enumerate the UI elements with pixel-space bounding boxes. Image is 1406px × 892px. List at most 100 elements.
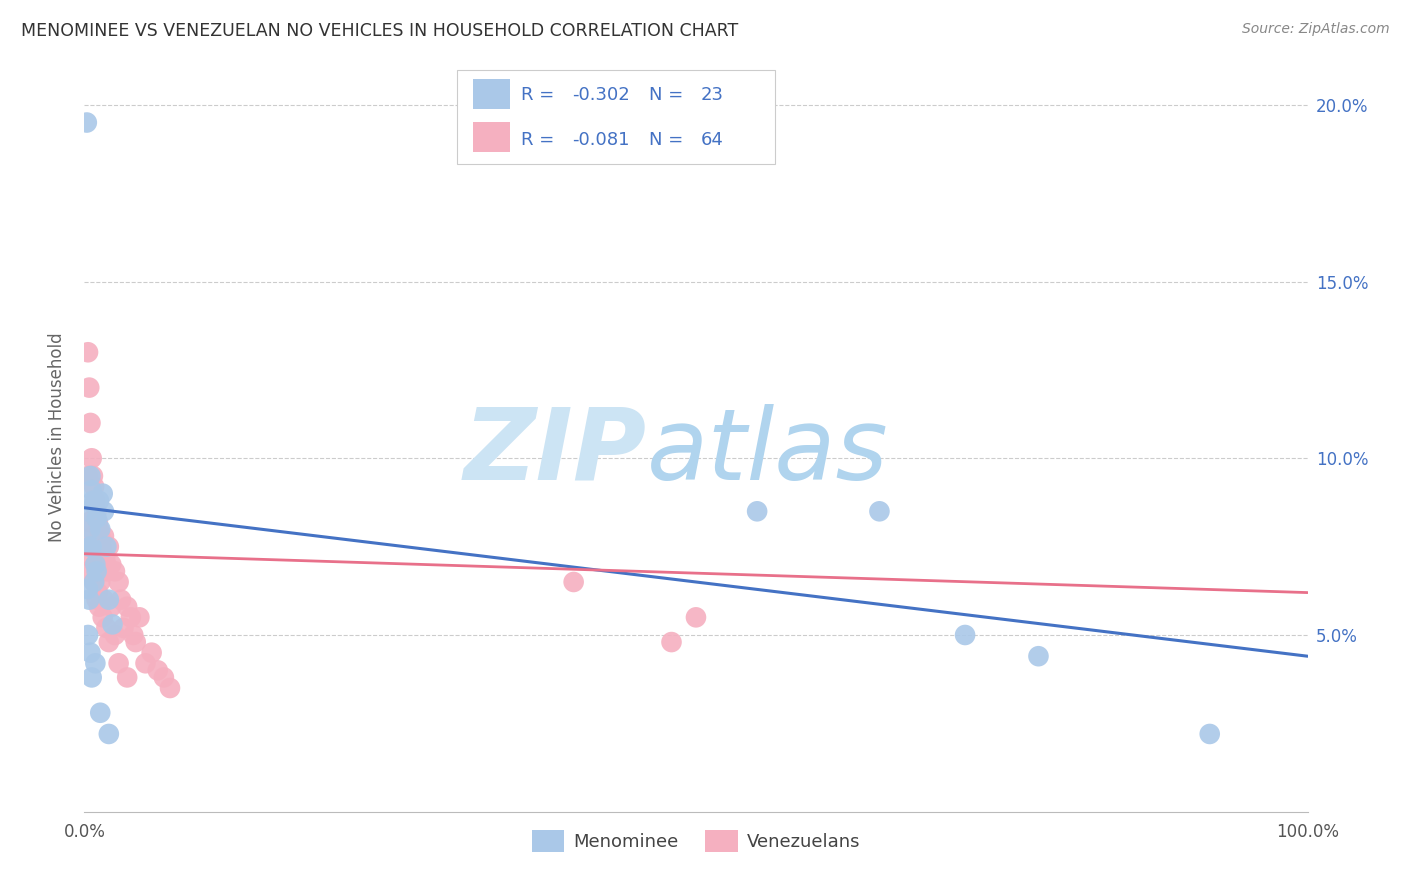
Point: [79, 522, 101, 536]
Point: [87, 522, 110, 536]
Point: [83, 574, 105, 589]
Point: [112, 621, 135, 635]
Point: [96, 558, 118, 572]
Point: [79, 646, 101, 660]
Point: [84, 558, 107, 572]
Point: [89, 706, 111, 720]
Point: [82, 529, 104, 543]
Point: [97, 540, 120, 554]
Point: [91, 550, 114, 565]
Point: [93, 592, 115, 607]
Point: [91, 610, 114, 624]
Point: [80, 483, 103, 497]
Point: [79, 416, 101, 430]
Point: [97, 727, 120, 741]
Point: [82, 469, 104, 483]
Point: [101, 617, 124, 632]
Point: [79, 469, 101, 483]
Point: [141, 646, 163, 660]
Point: [77, 381, 100, 395]
Point: [86, 592, 108, 607]
Point: [94, 550, 117, 565]
Point: [84, 493, 107, 508]
Point: [100, 599, 122, 614]
Text: N =: N =: [650, 131, 689, 149]
Text: R =: R =: [522, 87, 560, 104]
Point: [80, 670, 103, 684]
Bar: [474, 79, 510, 109]
Point: [79, 550, 101, 565]
Point: [97, 565, 120, 579]
Point: [135, 657, 157, 671]
Legend: Menominee, Venezuelans: Menominee, Venezuelans: [524, 822, 868, 859]
Point: [89, 522, 111, 536]
Point: [76, 115, 98, 129]
Text: -0.302: -0.302: [572, 87, 630, 104]
Point: [97, 635, 120, 649]
Point: [107, 574, 129, 589]
Point: [104, 628, 127, 642]
Point: [97, 592, 120, 607]
Point: [159, 681, 181, 695]
Point: [86, 504, 108, 518]
Point: [80, 451, 103, 466]
Point: [146, 664, 169, 678]
Point: [1198, 727, 1220, 741]
Text: 23: 23: [700, 87, 724, 104]
Text: -0.081: -0.081: [572, 131, 630, 149]
Point: [87, 585, 110, 599]
Point: [84, 657, 107, 671]
Point: [96, 621, 118, 635]
Point: [77, 504, 100, 518]
Bar: [474, 122, 510, 153]
Point: [77, 345, 100, 359]
Point: [747, 504, 769, 518]
Point: [1028, 649, 1050, 664]
Point: [100, 558, 122, 572]
Point: [89, 574, 111, 589]
Point: [661, 635, 683, 649]
Point: [120, 610, 142, 624]
Text: atlas: atlas: [647, 403, 889, 500]
Point: [84, 558, 107, 572]
Point: [80, 540, 103, 554]
Point: [562, 574, 585, 589]
Point: [83, 497, 105, 511]
Point: [82, 493, 104, 508]
Point: [77, 565, 100, 579]
Point: [89, 529, 111, 543]
Point: [953, 628, 976, 642]
Point: [869, 504, 891, 518]
Text: N =: N =: [650, 87, 689, 104]
Point: [77, 469, 100, 483]
Point: [77, 515, 100, 529]
Point: [86, 565, 108, 579]
Point: [77, 540, 100, 554]
Point: [91, 486, 114, 500]
Point: [125, 635, 148, 649]
Point: [77, 628, 100, 642]
Point: [122, 628, 145, 642]
Point: [77, 582, 100, 596]
Point: [110, 592, 132, 607]
Point: [86, 511, 108, 525]
Text: 64: 64: [700, 131, 724, 149]
Y-axis label: No Vehicles in Household: No Vehicles in Household: [48, 332, 66, 542]
Point: [87, 493, 110, 508]
Point: [83, 479, 105, 493]
Text: ZIP: ZIP: [464, 403, 647, 500]
Point: [104, 565, 127, 579]
Point: [107, 657, 129, 671]
Point: [93, 529, 115, 543]
Text: Source: ZipAtlas.com: Source: ZipAtlas.com: [1241, 22, 1389, 37]
Point: [80, 540, 103, 554]
Point: [87, 599, 110, 614]
Point: [77, 592, 100, 607]
Point: [90, 540, 112, 554]
Point: [87, 515, 110, 529]
Point: [153, 670, 176, 684]
Text: R =: R =: [522, 131, 560, 149]
Point: [685, 610, 707, 624]
Text: MENOMINEE VS VENEZUELAN NO VEHICLES IN HOUSEHOLD CORRELATION CHART: MENOMINEE VS VENEZUELAN NO VEHICLES IN H…: [21, 22, 738, 40]
Point: [96, 540, 118, 554]
